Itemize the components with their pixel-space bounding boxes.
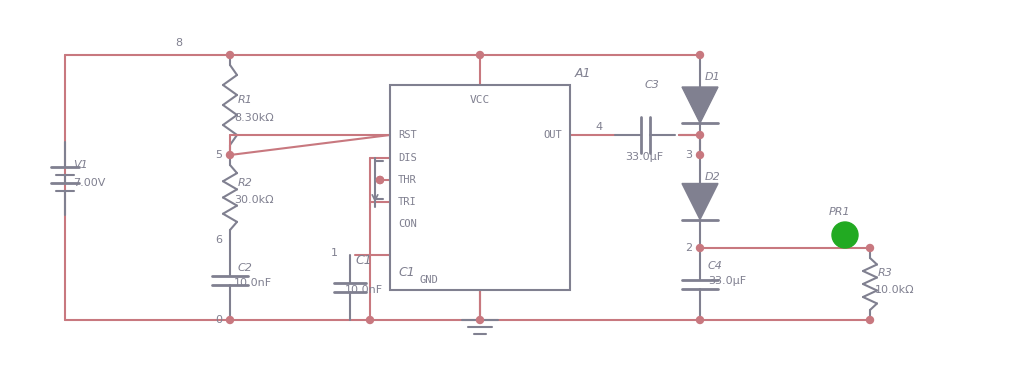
Text: V1: V1 bbox=[73, 160, 88, 170]
Circle shape bbox=[831, 222, 858, 248]
Circle shape bbox=[866, 244, 873, 251]
Text: 4: 4 bbox=[595, 122, 602, 132]
Text: VCC: VCC bbox=[470, 95, 490, 105]
Text: A1: A1 bbox=[575, 67, 592, 80]
Text: 6: 6 bbox=[215, 235, 222, 245]
Circle shape bbox=[696, 316, 703, 323]
Text: C1: C1 bbox=[355, 254, 372, 266]
Text: C1: C1 bbox=[398, 265, 415, 279]
Circle shape bbox=[866, 316, 873, 323]
Circle shape bbox=[476, 51, 483, 58]
Circle shape bbox=[696, 244, 703, 251]
Circle shape bbox=[226, 316, 233, 323]
Text: THR: THR bbox=[398, 175, 417, 185]
Text: R3: R3 bbox=[878, 268, 893, 278]
Text: 1: 1 bbox=[331, 248, 338, 258]
Text: DIS: DIS bbox=[398, 153, 417, 163]
Text: C3: C3 bbox=[645, 80, 659, 90]
Bar bbox=[390, 85, 570, 290]
Text: V: V bbox=[841, 230, 849, 240]
Text: RST: RST bbox=[398, 130, 417, 140]
Text: C2: C2 bbox=[238, 263, 253, 273]
Circle shape bbox=[367, 316, 374, 323]
Text: GND: GND bbox=[420, 275, 438, 285]
Circle shape bbox=[226, 152, 233, 159]
Text: OUT: OUT bbox=[544, 130, 562, 140]
Text: 10.0nF: 10.0nF bbox=[345, 285, 383, 295]
Text: CON: CON bbox=[398, 219, 417, 229]
Text: 5: 5 bbox=[215, 150, 222, 160]
Text: PR1: PR1 bbox=[829, 207, 851, 217]
Text: 33.0μF: 33.0μF bbox=[708, 276, 746, 286]
Text: 10.0nF: 10.0nF bbox=[234, 278, 272, 288]
Circle shape bbox=[696, 51, 703, 58]
Circle shape bbox=[696, 131, 703, 138]
Text: 30.0kΩ: 30.0kΩ bbox=[234, 195, 273, 205]
Circle shape bbox=[377, 177, 384, 184]
Text: R2: R2 bbox=[238, 178, 253, 188]
Text: 8: 8 bbox=[175, 38, 182, 48]
Text: 7.00V: 7.00V bbox=[73, 178, 105, 188]
Circle shape bbox=[696, 152, 703, 159]
Text: 2: 2 bbox=[685, 243, 692, 253]
Polygon shape bbox=[682, 184, 718, 219]
Circle shape bbox=[226, 51, 233, 58]
Text: 10.0kΩ: 10.0kΩ bbox=[874, 285, 914, 295]
Circle shape bbox=[476, 316, 483, 323]
Text: 8.30kΩ: 8.30kΩ bbox=[234, 113, 273, 123]
Text: 3: 3 bbox=[685, 150, 692, 160]
Polygon shape bbox=[682, 87, 718, 123]
Text: TRI: TRI bbox=[398, 197, 417, 207]
Text: C4: C4 bbox=[708, 261, 723, 271]
Text: D2: D2 bbox=[705, 171, 721, 182]
Text: R1: R1 bbox=[238, 95, 253, 105]
Text: 33.0μF: 33.0μF bbox=[625, 152, 664, 162]
Text: D1: D1 bbox=[705, 72, 721, 82]
Circle shape bbox=[377, 177, 384, 184]
Text: 0: 0 bbox=[215, 315, 222, 325]
